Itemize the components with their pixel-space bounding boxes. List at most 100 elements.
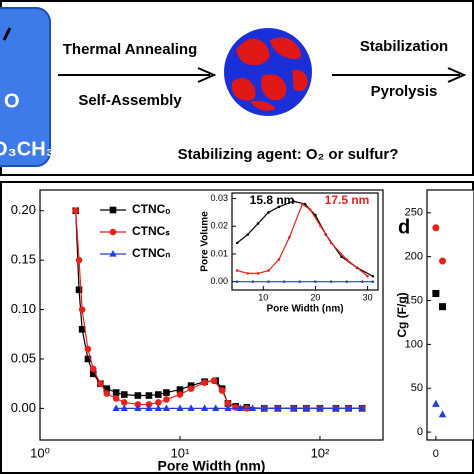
x-tick-label: 10² xyxy=(311,445,330,460)
reagent-text: O xyxy=(4,90,20,112)
y-tick-label: 100 xyxy=(405,338,423,350)
x-tick-label: 30 xyxy=(363,292,373,302)
data-layer xyxy=(432,224,447,418)
x-axis-label: Pore Width (nm) xyxy=(266,304,343,315)
marker xyxy=(292,200,295,203)
marker xyxy=(72,207,80,215)
marker xyxy=(176,386,184,393)
marker xyxy=(235,269,239,272)
marker xyxy=(163,396,170,403)
chart: 0 50 100 150 200 250 0 Cg (F/g) d xyxy=(395,189,474,460)
y-tick-label: 0.00 xyxy=(11,400,36,415)
chart: 0.00 0.01 0.02 0.03 10 20 30 Pore Width (nm) Por… xyxy=(200,192,379,315)
marker xyxy=(290,404,298,412)
marker xyxy=(246,272,249,275)
marker xyxy=(235,280,239,283)
marker xyxy=(251,280,255,283)
marker xyxy=(120,391,128,398)
marker xyxy=(224,400,232,407)
y-tick-label: 150 xyxy=(405,294,423,306)
marker xyxy=(145,404,153,412)
annotation: 17.5 nm xyxy=(325,193,370,207)
x-tick-label: 10¹ xyxy=(171,445,190,460)
y-tick-label: 200 xyxy=(405,251,423,263)
marker xyxy=(176,404,184,412)
marker xyxy=(187,385,195,392)
marker xyxy=(308,208,312,211)
marker xyxy=(103,390,111,397)
step-label: Thermal Annealing xyxy=(63,41,197,58)
marker xyxy=(329,280,333,283)
y-tick-label: 0.03 xyxy=(210,193,228,203)
marker xyxy=(103,385,111,392)
marker xyxy=(371,274,375,278)
marker xyxy=(84,345,92,353)
marker xyxy=(78,326,86,333)
y-tick-label: 0 xyxy=(417,426,423,438)
question: Stabilizing agent: O₂ or sulfur? xyxy=(178,146,399,163)
data-layer xyxy=(235,200,375,283)
marker xyxy=(112,389,120,396)
marker xyxy=(248,404,257,412)
y-tick-label: 0.20 xyxy=(11,202,36,217)
arrow-head xyxy=(197,67,217,83)
marker xyxy=(256,272,260,275)
marker xyxy=(438,410,447,418)
marker xyxy=(302,404,311,412)
marker xyxy=(432,399,440,407)
marker xyxy=(236,404,245,412)
marker xyxy=(256,222,260,225)
marker xyxy=(109,250,117,257)
marker xyxy=(75,256,83,264)
marker xyxy=(332,404,340,412)
plot-area xyxy=(231,192,379,291)
y-tick-label: 250 xyxy=(405,207,423,219)
y-tick-label: 0.00 xyxy=(210,276,228,286)
marker xyxy=(201,404,209,412)
marker xyxy=(120,399,128,406)
marker xyxy=(329,241,333,245)
y-tick-label: 0.10 xyxy=(11,301,36,316)
marker xyxy=(134,404,142,412)
marker xyxy=(154,404,162,412)
marker xyxy=(109,206,117,214)
marker xyxy=(187,404,195,412)
marker xyxy=(224,404,232,412)
legend-label: CTNCₙ xyxy=(132,246,170,260)
y-tick-label: 0.05 xyxy=(11,350,36,365)
marker xyxy=(361,280,364,283)
reagent-box xyxy=(0,7,51,167)
marker xyxy=(439,303,447,311)
marker xyxy=(277,205,281,209)
y-tick-label: 0.01 xyxy=(210,248,228,258)
marker xyxy=(439,257,447,265)
x-axis-label: Pore Width (nm) xyxy=(158,458,266,474)
step-label: Pyrolysis xyxy=(371,83,438,100)
marker xyxy=(371,280,375,283)
marker xyxy=(84,355,92,363)
marker xyxy=(288,236,291,239)
panel-label: d xyxy=(398,216,410,238)
legend-label: CTNCₒ xyxy=(132,202,170,216)
legend-label: CTNCₛ xyxy=(132,224,170,238)
data-layer xyxy=(72,207,366,412)
marker xyxy=(112,395,120,402)
marker xyxy=(162,404,171,412)
marker xyxy=(201,379,208,386)
marker xyxy=(235,241,239,245)
marker xyxy=(267,211,270,214)
marker xyxy=(78,306,86,313)
arrow-head xyxy=(447,67,467,83)
y-tick-label: 50 xyxy=(411,382,423,394)
marker xyxy=(316,404,324,412)
marker xyxy=(260,404,268,412)
marker xyxy=(89,370,97,378)
marker xyxy=(155,399,162,406)
marker xyxy=(298,280,302,283)
marker xyxy=(314,280,317,283)
marker xyxy=(163,389,170,396)
marker xyxy=(97,380,104,387)
x-tick-label: 10⁰ xyxy=(30,445,50,460)
